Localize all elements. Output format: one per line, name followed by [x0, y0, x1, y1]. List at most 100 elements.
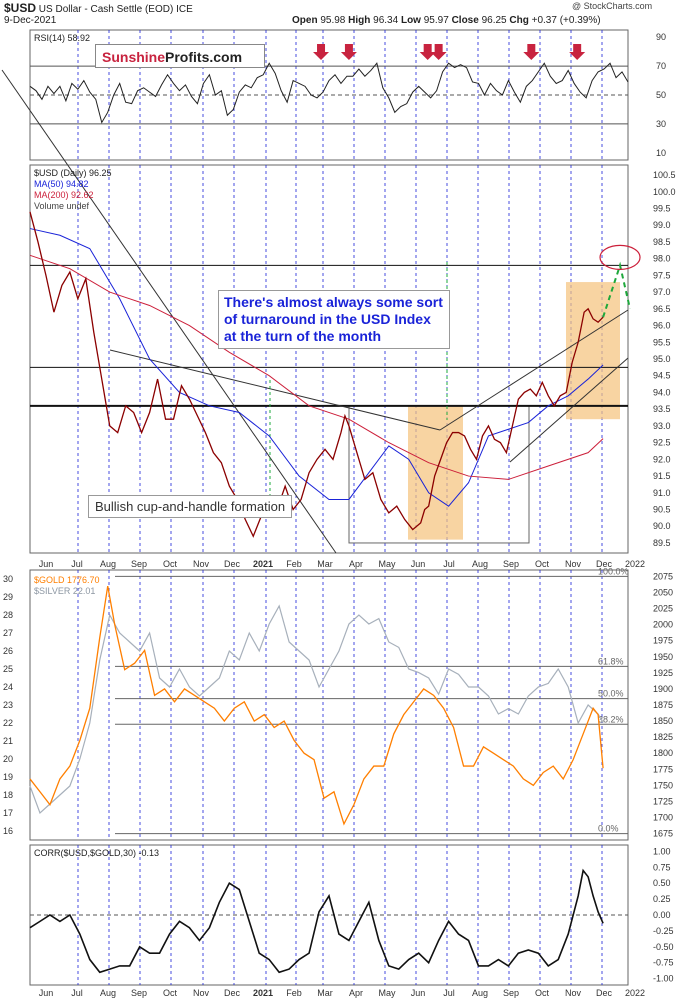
rsi-tick-3: 70 — [656, 61, 666, 71]
usd-tick-7: 93.0 — [653, 421, 671, 431]
gs-left-tick-7: 23 — [3, 700, 13, 710]
gs-left-tick-0: 16 — [3, 826, 13, 836]
rsi-legend: RSI(14) 58.92 — [34, 33, 91, 43]
corr-xtick-17: Nov — [565, 988, 582, 998]
high-label: High — [348, 15, 371, 26]
usd-xtick-7: 2021 — [253, 559, 273, 569]
usd-tick-4: 91.5 — [653, 471, 671, 481]
usd-tick-2: 90.5 — [653, 505, 671, 515]
gs-left-tick-2: 18 — [3, 790, 13, 800]
corr-tick-4: 0.00 — [653, 910, 671, 920]
brand-box: SunshineProfits.com — [95, 44, 265, 68]
chg-value: +0.37 (+0.39%) — [531, 15, 601, 26]
rsi-down-arrow-3 — [430, 44, 447, 60]
gs-left-tick-12: 28 — [3, 610, 13, 620]
gs-right-tick-4: 1775 — [653, 764, 673, 774]
usd-tick-10: 94.5 — [653, 371, 671, 381]
low-value: 95.97 — [423, 15, 449, 26]
turnaround-callout: There's almost always some sort of turna… — [218, 290, 450, 349]
panel-frame-1 — [29, 164, 629, 554]
usd-price-line — [29, 211, 604, 538]
rsi-down-arrow-2 — [419, 44, 436, 60]
usd-tick-5: 92.0 — [653, 454, 671, 464]
corr-legend: CORR($USD,$GOLD,30) -0.13 — [34, 848, 160, 858]
gs-right-tick-15: 2050 — [653, 588, 673, 598]
usd-highlight-nov — [566, 282, 620, 420]
usd-tick-3: 91.0 — [653, 488, 671, 498]
gs-right-tick-6: 1825 — [653, 732, 673, 742]
corr-tick-0: -1.00 — [653, 974, 674, 984]
usd-tick-14: 96.5 — [653, 304, 671, 314]
corr-xtick-9: Mar — [317, 988, 333, 998]
usd-xtick-4: Oct — [163, 559, 178, 569]
rsi-tick-1: 30 — [656, 119, 666, 129]
gs-left-tick-3: 19 — [3, 772, 13, 782]
gs-left-tick-10: 26 — [3, 646, 13, 656]
chart-header: $USD US Dollar - Cash Settle (EOD) ICE — [4, 1, 193, 15]
gs-left-tick-4: 20 — [3, 754, 13, 764]
usd-tick-21: 100.0 — [653, 187, 676, 197]
usd-xtick-9: Mar — [317, 559, 333, 569]
gs-right-tick-10: 1925 — [653, 668, 673, 678]
high-value: 96.34 — [373, 15, 399, 26]
rsi-down-arrow-5 — [569, 44, 586, 60]
corr-xtick-14: Aug — [472, 988, 488, 998]
usd-tick-15: 97.0 — [653, 287, 671, 297]
gs-left-tick-8: 24 — [3, 682, 13, 692]
chg-label: Chg — [509, 15, 529, 26]
usd-xtick-18: Dec — [596, 559, 613, 569]
close-label: Close — [451, 15, 479, 26]
silver-line — [29, 604, 604, 815]
usd-xtick-2: Aug — [100, 559, 116, 569]
gs-left-tick-1: 17 — [3, 808, 13, 818]
usd-xtick-16: Oct — [535, 559, 550, 569]
usd-tick-19: 99.0 — [653, 220, 671, 230]
corr-xtick-1: Jul — [71, 988, 83, 998]
fib-label-4: 0.0% — [598, 824, 619, 834]
open-value: 95.98 — [320, 15, 346, 26]
corr-tick-3: -0.25 — [653, 926, 674, 936]
corr-xtick-3: Sep — [131, 988, 147, 998]
open-label: Open — [292, 15, 318, 26]
corr-xtick-12: Jun — [411, 988, 426, 998]
corr-xtick-16: Oct — [535, 988, 550, 998]
usd-tick-12: 95.5 — [653, 337, 671, 347]
fib-label-3: 38.2% — [598, 714, 624, 724]
gs-right-tick-13: 2000 — [653, 620, 673, 630]
corr-xtick-8: Feb — [286, 988, 302, 998]
usd-tick-20: 99.5 — [653, 203, 671, 213]
cup-handle-callout: Bullish cup-and-handle formation — [88, 495, 293, 518]
gs-right-tick-16: 2075 — [653, 571, 673, 581]
usd-tick-9: 94.0 — [653, 387, 671, 397]
gs-right-tick-14: 2025 — [653, 604, 673, 614]
usd-tick-0: 89.5 — [653, 538, 671, 548]
usd-xtick-12: Jun — [411, 559, 426, 569]
usd-xtick-17: Nov — [565, 559, 582, 569]
corr-xtick-19: 2022 — [625, 988, 645, 998]
gs-left-tick-9: 25 — [3, 664, 13, 674]
corr-xtick-15: Sep — [503, 988, 519, 998]
gs-left-tick-6: 22 — [3, 718, 13, 728]
usd-upper-channel — [439, 309, 629, 431]
usd-tick-18: 98.5 — [653, 237, 671, 247]
ma200-legend: MA(200) 92.62 — [34, 190, 94, 200]
gs-right-tick-12: 1975 — [653, 636, 673, 646]
usd-xtick-6: Dec — [224, 559, 241, 569]
rsi-tick-4: 90 — [656, 32, 666, 42]
gs-right-tick-9: 1900 — [653, 684, 673, 694]
usd-tick-17: 98.0 — [653, 254, 671, 264]
gs-right-tick-5: 1800 — [653, 748, 673, 758]
corr-tick-1: -0.75 — [653, 958, 674, 968]
gs-left-tick-14: 30 — [3, 574, 13, 584]
corr-xtick-10: Apr — [349, 988, 363, 998]
corr-tick-7: 0.75 — [653, 862, 671, 872]
usd-xtick-13: Jul — [443, 559, 455, 569]
gs-right-tick-1: 1700 — [653, 813, 673, 823]
fib-label-1: 61.8% — [598, 656, 624, 666]
usd-tick-16: 97.5 — [653, 270, 671, 280]
usd-tick-8: 93.5 — [653, 404, 671, 414]
brand-part1: Sunshine — [102, 49, 166, 65]
close-value: 96.25 — [481, 15, 507, 26]
